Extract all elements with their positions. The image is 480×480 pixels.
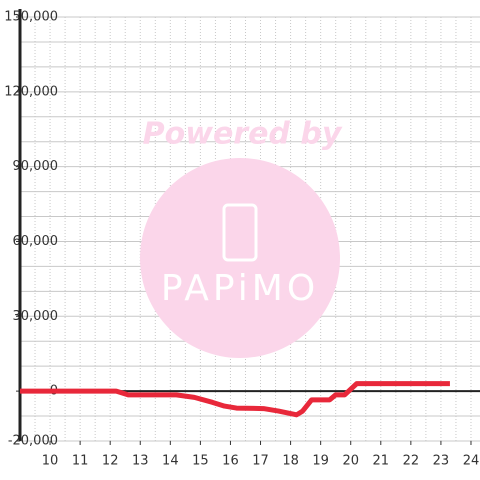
watermark-text: Powered by: [143, 117, 343, 152]
x-tick-label: 18: [282, 454, 299, 469]
x-tick-label: 15: [192, 454, 209, 469]
y-tick-label: 150,000: [4, 10, 58, 25]
y-tick-label: 30,000: [13, 309, 59, 324]
x-tick-label: 24: [463, 454, 480, 469]
x-tick-label: 20: [342, 454, 359, 469]
x-tick-label: 21: [373, 454, 390, 469]
series-line: [20, 381, 450, 418]
x-tick-label: 23: [433, 454, 450, 469]
watermark-circle: [140, 158, 340, 358]
y-tick-label: 90,000: [13, 159, 59, 174]
x-tick-label: 12: [102, 454, 119, 469]
grid: [19, 16, 480, 442]
x-tick-label: 13: [132, 454, 149, 469]
watermark: Powered by PAPiMO: [140, 117, 343, 358]
x-tick-label: 11: [72, 454, 89, 469]
y-tick-label: 60,000: [13, 234, 59, 249]
watermark-icon: [222, 203, 258, 262]
x-tick-label: 17: [252, 454, 269, 469]
watermark-logo: PAPiMO: [161, 268, 319, 309]
x-tick-label: 10: [42, 454, 59, 469]
x-tick-label: 22: [403, 454, 420, 469]
x-tick-label: 19: [312, 454, 329, 469]
x-tick-label: 14: [162, 454, 179, 469]
x-tick-label: 16: [222, 454, 239, 469]
y-tick-label: 120,000: [4, 84, 58, 99]
